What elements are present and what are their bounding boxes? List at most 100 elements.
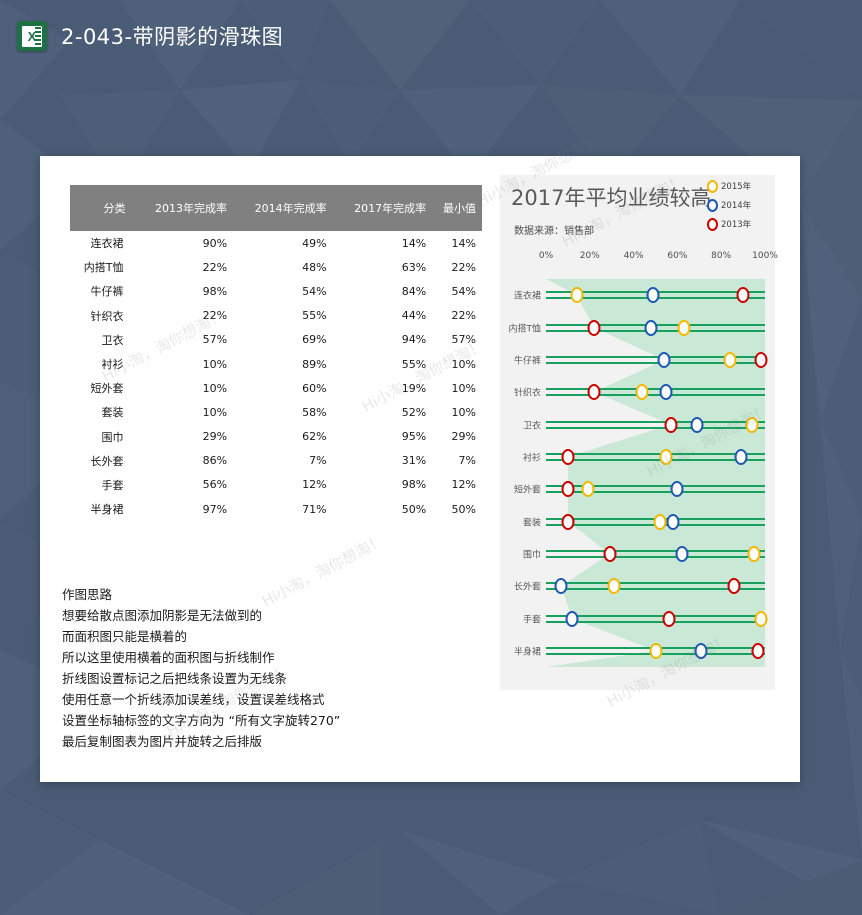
row-line	[546, 426, 765, 429]
data-marker-2014年-长外套[interactable]	[554, 578, 568, 595]
data-marker-2013年-围巾[interactable]	[603, 545, 616, 562]
chart-row-长外套	[546, 581, 765, 591]
y-label-半身裙: 半身裙	[513, 647, 541, 658]
data-marker-2013年-连衣裙[interactable]	[736, 287, 750, 304]
note-line-3: 所以这里使用横着的面积图与折线制作	[62, 650, 275, 665]
data-marker-2014年-短外套[interactable]	[670, 481, 684, 498]
data-marker-2014年-套装[interactable]	[666, 513, 680, 530]
legend-label: 2013年	[721, 220, 752, 230]
cell-min: 29%	[451, 430, 476, 444]
data-marker-2015年-长外套[interactable]	[607, 578, 621, 595]
note-line-4: 折线图设置标记之后把线条设置为无线条	[62, 671, 288, 686]
plot-area	[546, 279, 768, 667]
data-marker-2013年-短外套[interactable]	[561, 481, 575, 498]
shadow-area	[546, 279, 671, 667]
cell-min: 10%	[451, 357, 476, 371]
chart-title: 2017年平均业绩较高	[511, 186, 712, 210]
y-label-连衣裙: 连衣裙	[513, 291, 541, 302]
data-marker-2015年-针织衣[interactable]	[635, 384, 649, 401]
legend-item-2013年[interactable]: 2013年	[707, 216, 769, 232]
data-marker-2015年-卫衣[interactable]	[745, 416, 759, 433]
cell-cat: 针织衣	[90, 309, 124, 323]
data-marker-2013年-长外套[interactable]	[727, 578, 741, 595]
chart-row-衬衫	[546, 452, 765, 462]
table-row: 衬衫 10% 89% 55% 10%	[70, 352, 482, 376]
data-marker-2015年-套装[interactable]	[653, 513, 667, 530]
table-row: 手套 56% 12% 98% 12%	[70, 473, 482, 497]
y-label-套装: 套装	[522, 518, 541, 528]
data-marker-2014年-手套[interactable]	[565, 610, 579, 627]
chart-row-针织衣	[546, 387, 765, 397]
x-tick-100: 100%	[752, 251, 778, 261]
cell-y2014: 7%	[309, 454, 327, 468]
column-header-2: 2014年完成率	[233, 185, 333, 231]
x-tick-80: 80%	[711, 251, 732, 261]
data-table: 分类 2013年完成率 2014年完成率 2017年完成率 最小值 连衣裙 90% 49% 1…	[70, 185, 482, 521]
cell-y2017: 31%	[401, 454, 427, 468]
data-marker-2013年-牛仔裤[interactable]	[754, 351, 768, 368]
x-tick-60: 60%	[667, 251, 688, 261]
data-marker-2013年-针织衣[interactable]	[587, 384, 601, 401]
data-marker-2013年-衬衫[interactable]	[561, 448, 575, 465]
data-marker-2014年-内搭T恤[interactable]	[644, 319, 658, 336]
cell-y2014: 55%	[302, 309, 327, 323]
data-marker-2015年-半身裙[interactable]	[649, 642, 662, 659]
y-axis-labels: 连衣裙 内搭T恤 牛仔裤 针织衣 卫衣 衬衫 短外套 套装 围巾 长外套 手套 半身裙	[500, 279, 544, 667]
data-marker-2014年-衬衫[interactable]	[734, 448, 748, 465]
cell-y2017: 19%	[401, 381, 427, 395]
data-marker-2014年-牛仔裤[interactable]	[657, 351, 671, 368]
note-line-0: 作图思路	[62, 587, 113, 602]
cell-y2013: 22%	[202, 309, 228, 323]
data-marker-2014年-针织衣[interactable]	[659, 384, 673, 401]
legend-item-2015年[interactable]: 2015年	[707, 178, 769, 194]
data-marker-2013年-半身裙[interactable]	[751, 642, 765, 659]
data-marker-2015年-衬衫[interactable]	[659, 448, 673, 465]
data-table-wrapper: 分类 2013年完成率 2014年完成率 2017年完成率 最小值 连衣裙 90% 49% 1…	[70, 185, 482, 521]
data-marker-2013年-卫衣[interactable]	[664, 416, 678, 433]
cell-min: 22%	[451, 260, 476, 274]
plot-background	[546, 279, 765, 667]
cell-min: 50%	[451, 502, 476, 516]
cell-min: 12%	[451, 478, 476, 492]
data-marker-2014年-半身裙[interactable]	[694, 642, 708, 659]
cell-y2013: 90%	[202, 236, 228, 250]
chart-legend: 2015年 2014年 2013年	[707, 178, 769, 235]
cell-y2017: 63%	[401, 260, 427, 274]
cell-min: 22%	[451, 309, 476, 323]
cell-y2014: 89%	[302, 357, 327, 371]
row-line	[546, 458, 765, 461]
row-line	[546, 555, 765, 558]
cell-y2017: 95%	[401, 430, 427, 444]
data-marker-2015年-短外套[interactable]	[581, 481, 595, 498]
cell-y2013: 57%	[202, 333, 228, 347]
table-header-row: 分类 2013年完成率 2014年完成率 2017年完成率 最小值	[70, 185, 482, 231]
cell-cat: 牛仔裤	[90, 285, 124, 299]
data-marker-2015年-牛仔裤[interactable]	[723, 351, 737, 368]
table-body: 连衣裙 90% 49% 14% 14% 内搭T恤 22% 48% 63% 22% 牛仔裤 98% 54%…	[70, 231, 482, 521]
legend-item-2014年[interactable]: 2014年	[707, 197, 769, 213]
data-marker-2014年-围巾[interactable]	[675, 545, 689, 562]
data-marker-2015年-围巾[interactable]	[747, 545, 761, 562]
data-marker-2015年-内搭T恤[interactable]	[677, 319, 691, 336]
cell-cat: 卫衣	[101, 333, 124, 347]
y-label-针织衣: 针织衣	[513, 388, 541, 399]
cell-y2017: 84%	[401, 284, 427, 298]
note-line-1: 想要给散点图添加阴影是无法做到的	[62, 608, 263, 623]
cell-y2017: 52%	[401, 405, 427, 419]
data-marker-2014年-卫衣[interactable]	[690, 416, 704, 433]
cell-y2013: 98%	[202, 284, 228, 298]
table-row: 内搭T恤 22% 48% 63% 22%	[70, 255, 482, 279]
data-marker-2015年-手套[interactable]	[754, 610, 768, 627]
data-marker-2013年-内搭T恤[interactable]	[587, 319, 601, 336]
data-marker-2015年-连衣裙[interactable]	[570, 287, 584, 304]
row-line	[546, 355, 765, 358]
row-line	[546, 582, 765, 585]
data-marker-2013年-手套[interactable]	[662, 610, 676, 627]
cell-y2017: 44%	[401, 309, 427, 323]
data-marker-2013年-套装[interactable]	[561, 513, 575, 530]
data-marker-2014年-连衣裙[interactable]	[646, 287, 660, 304]
row-line	[546, 420, 765, 423]
excel-icon-letter: X	[27, 28, 37, 44]
chart-row-围巾	[546, 549, 765, 559]
cell-y2013: 10%	[202, 357, 228, 371]
